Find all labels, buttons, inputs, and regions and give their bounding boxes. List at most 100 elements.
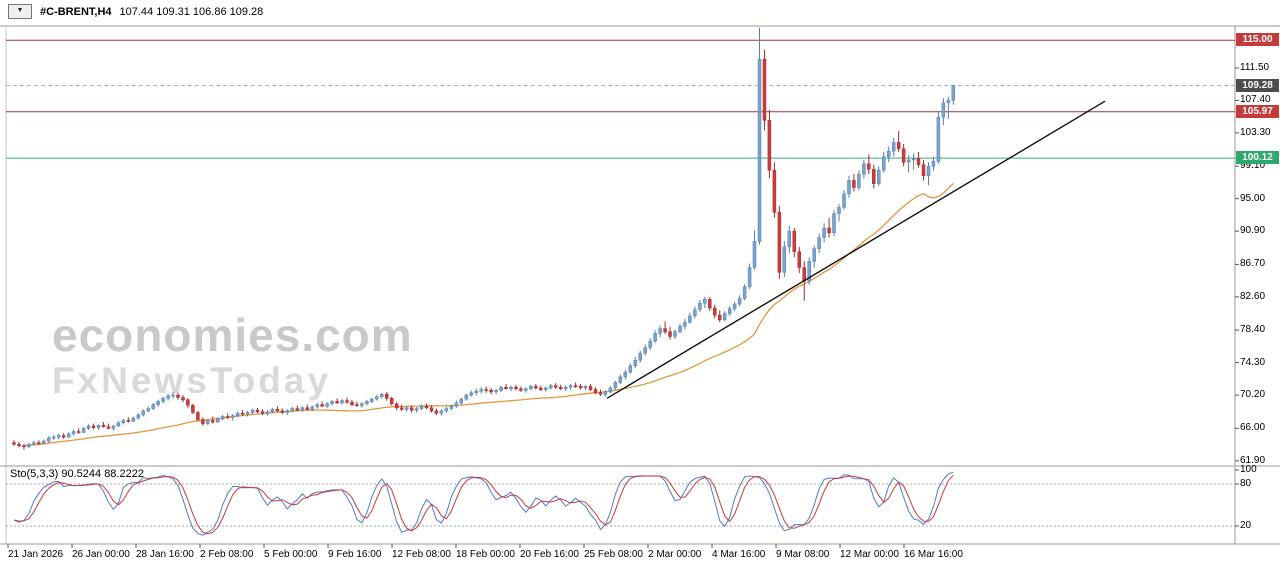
candle-body [166, 395, 170, 399]
candle-body [22, 445, 26, 448]
candle-body [633, 359, 638, 366]
candle-body [340, 400, 344, 404]
price-tick-label: 66.00 [1240, 422, 1266, 434]
candle-body [827, 227, 831, 234]
price-tick-label: 74.30 [1240, 356, 1266, 368]
candle-body [906, 159, 911, 163]
candle-body [335, 401, 339, 404]
candle-body [663, 328, 667, 333]
candle-body [61, 435, 66, 438]
price-tick-label: 111.50 [1240, 61, 1270, 73]
candle-body [886, 150, 891, 157]
candle-body [375, 396, 379, 400]
price-tick-label: 78.40 [1240, 324, 1266, 336]
indicator-tick-label: 80 [1240, 478, 1252, 489]
candle-body [916, 158, 921, 165]
candle-body [171, 394, 175, 397]
candle-body [370, 398, 374, 402]
stochastic-signal-line [13, 474, 954, 535]
candle-body [817, 237, 821, 249]
candle-body [27, 443, 31, 447]
price-tick-label: 103.30 [1240, 126, 1271, 138]
candle-body [529, 386, 533, 390]
candle-body [106, 426, 111, 429]
time-tick-label: 2 Mar 00:00 [648, 549, 702, 560]
candle-body [285, 410, 290, 413]
candle-body [812, 248, 816, 262]
time-tick-label: 26 Jan 00:00 [72, 549, 130, 560]
candle-body [946, 99, 951, 104]
candle-body [225, 416, 230, 418]
candle-body [896, 142, 901, 149]
candle-body [837, 207, 841, 214]
candle-body [355, 404, 359, 406]
candle-body [568, 385, 573, 388]
candle-body [588, 386, 593, 390]
candle-body [727, 308, 732, 314]
candle-body [459, 398, 464, 404]
candle-body [240, 413, 245, 415]
candle-body [489, 390, 493, 393]
price-tick-label: 107.40 [1240, 94, 1271, 106]
candle-body [872, 169, 876, 184]
stochastic-main-line [13, 471, 954, 536]
candle-body [842, 193, 846, 208]
candle-body [76, 431, 81, 433]
candle-body [797, 251, 802, 268]
candle-body [365, 401, 369, 405]
indicator-name: Sto(5,3,3) [10, 468, 59, 480]
candle-body [220, 416, 225, 420]
candle-body [484, 389, 488, 391]
candle-body [658, 328, 662, 334]
candle-body [295, 408, 300, 411]
candle-body [385, 394, 389, 399]
candle-body [176, 394, 180, 398]
candle-body [747, 267, 752, 287]
candle-body [255, 409, 260, 412]
candle-body [807, 260, 811, 282]
candle-body [777, 211, 782, 273]
candle-body [524, 388, 528, 391]
time-tick-label: 20 Feb 16:00 [520, 549, 579, 560]
candle-body [757, 59, 762, 242]
candle-body [469, 392, 473, 396]
candle-body [683, 321, 687, 327]
candle-body [643, 347, 647, 354]
candle-body [931, 161, 936, 167]
candle-body [434, 410, 439, 414]
candle-body [941, 102, 946, 118]
candle-body [71, 431, 76, 435]
candle-body [698, 302, 702, 310]
candle-body [414, 408, 419, 411]
candle-body [275, 409, 280, 412]
price-badge-resistance: 115.00 [1236, 33, 1279, 47]
candle-body [290, 408, 295, 412]
time-tick-label: 9 Mar 08:00 [776, 549, 830, 560]
candle-body [404, 407, 409, 410]
candle-body [901, 148, 906, 163]
watermark: economies.com FxNewsToday [52, 312, 413, 399]
price-badge-resistance: 105.97 [1236, 104, 1279, 118]
symbol-dropdown-button[interactable]: ▼ [8, 4, 32, 19]
time-tick-label: 2 Feb 08:00 [200, 549, 254, 560]
candle-body [136, 414, 141, 419]
candle-body [802, 267, 806, 282]
candle-body [936, 116, 941, 162]
candle-body [544, 387, 548, 390]
candle-body [196, 412, 200, 420]
candle-body [563, 386, 568, 390]
candle-body [280, 410, 285, 413]
candle-body [583, 386, 588, 389]
candle-body [121, 420, 126, 424]
candle-body [141, 410, 145, 416]
candle-body [951, 85, 956, 101]
candle-body [921, 164, 926, 176]
candle-body [380, 394, 384, 397]
candle-body [668, 331, 672, 337]
candle-body [613, 382, 618, 389]
candle-body [201, 419, 205, 424]
candle-body [81, 428, 86, 433]
candle-body [772, 169, 777, 213]
